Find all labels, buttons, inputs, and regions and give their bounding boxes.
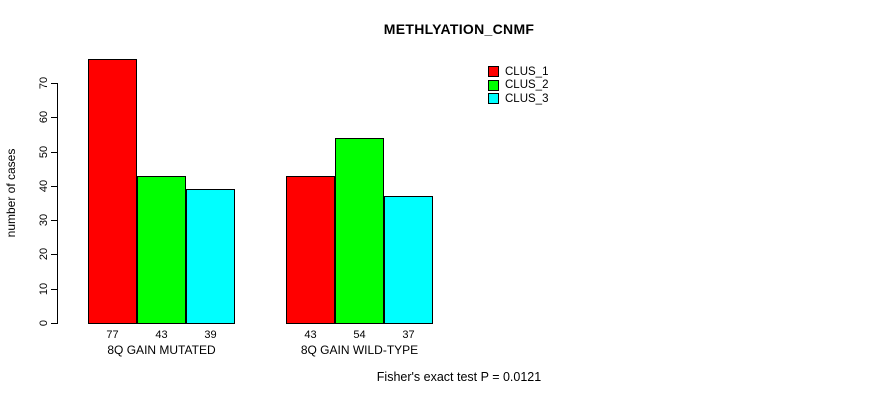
legend-item: CLUS_1	[488, 65, 548, 79]
y-axis-tick-label: 60	[38, 111, 50, 124]
bar-value-label: 54	[353, 329, 366, 341]
legend-swatch-clus_3	[488, 93, 499, 105]
y-axis-tick-label: 20	[38, 248, 50, 261]
bar-clus_2-1	[137, 176, 186, 324]
footer-annotation: Fisher's exact test P = 0.0121	[376, 370, 542, 384]
legend-item-label: CLUS_2	[505, 79, 549, 92]
y-axis-tick	[51, 185, 57, 187]
bar-clus_3-2	[384, 196, 433, 324]
x-category-label: 8Q GAIN MUTATED	[107, 343, 216, 357]
legend-item-label: CLUS_3	[505, 92, 549, 105]
legend-swatch-clus_2	[488, 79, 499, 91]
x-category-label: 8Q GAIN WILD-TYPE	[300, 343, 419, 357]
y-axis-tick	[51, 83, 57, 84]
y-axis-tick	[51, 288, 57, 290]
bar-clus_1-1	[88, 59, 137, 324]
legend-swatch-clus_1	[488, 66, 499, 78]
y-axis-tick	[51, 254, 57, 256]
bar-clus_1-2	[286, 176, 335, 324]
y-axis-tick	[51, 220, 57, 222]
legend-item-label: CLUS_1	[505, 65, 549, 78]
legend-item: CLUS_2	[488, 79, 548, 93]
y-axis-line	[57, 83, 58, 324]
bar-value-label: 43	[304, 329, 317, 341]
bar-value-label: 37	[402, 329, 415, 341]
y-axis-tick	[51, 323, 57, 324]
y-axis-tick	[51, 117, 57, 119]
y-axis-tick-label: 30	[38, 214, 50, 227]
bar-clus_2-2	[335, 138, 384, 324]
y-axis-tick-label: 40	[38, 179, 50, 192]
legend-item: CLUS_3	[488, 92, 548, 106]
y-axis-tick	[51, 151, 57, 153]
bar-clus_3-1	[186, 189, 235, 324]
bar-value-label: 39	[204, 329, 217, 341]
y-axis-tick-label: 0	[38, 319, 50, 327]
y-axis-tick-label: 50	[38, 145, 50, 158]
legend: CLUS_1 CLUS_2 CLUS_3	[488, 65, 548, 106]
y-axis-label: number of cases	[4, 148, 18, 238]
y-axis-tick-label: 70	[38, 76, 50, 90]
bar-value-label: 43	[155, 329, 168, 341]
y-axis-tick-label: 10	[38, 282, 50, 295]
chart-title: METHLYATION_CNMF	[383, 21, 535, 37]
bar-value-label: 77	[106, 329, 119, 341]
